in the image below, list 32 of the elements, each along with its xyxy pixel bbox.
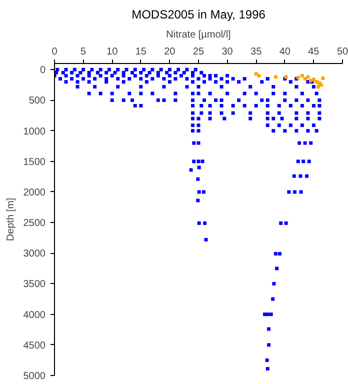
x-tick-label: 30 — [222, 46, 234, 58]
x-tick-label: 50 — [336, 46, 348, 58]
x-axis-title: Nitrate [µmol/l] — [166, 30, 232, 40]
x-tick-label: 40 — [279, 46, 291, 58]
x-tick-label: 35 — [250, 46, 262, 58]
y-tick-label: 2000 — [23, 187, 46, 198]
point — [321, 76, 325, 80]
point — [257, 74, 261, 78]
x-tick-label: 5 — [80, 46, 87, 58]
x-tick-label: 20 — [164, 46, 176, 58]
y-tick-label: 1000 — [23, 126, 46, 138]
y-tick-label: 4500 — [23, 340, 46, 352]
point — [312, 78, 316, 82]
x-tick-label: 0 — [52, 46, 58, 58]
y-tick-label: 3000 — [23, 248, 46, 260]
y-tick-label: 2500 — [23, 218, 46, 230]
point — [300, 74, 304, 78]
y-tick-label: 500 — [28, 96, 46, 107]
x-tick-label: 45 — [308, 46, 320, 58]
x-tick-label: 10 — [106, 46, 118, 58]
y-tick-label: 3500 — [23, 279, 46, 290]
point — [274, 75, 278, 79]
x-tick-label: 15 — [135, 46, 147, 58]
y-axis-title: Depth [m] — [5, 198, 16, 242]
y-tick-label: 1500 — [23, 156, 46, 168]
y-tick-label: 5000 — [23, 371, 46, 382]
point — [316, 84, 320, 88]
y-tick-label: 0 — [40, 65, 46, 76]
x-tick-label: 25 — [192, 46, 204, 58]
y-tick-label: 4000 — [23, 310, 46, 321]
chart-title: MODS2005 in May, 1996 — [132, 8, 266, 22]
point — [306, 75, 310, 79]
